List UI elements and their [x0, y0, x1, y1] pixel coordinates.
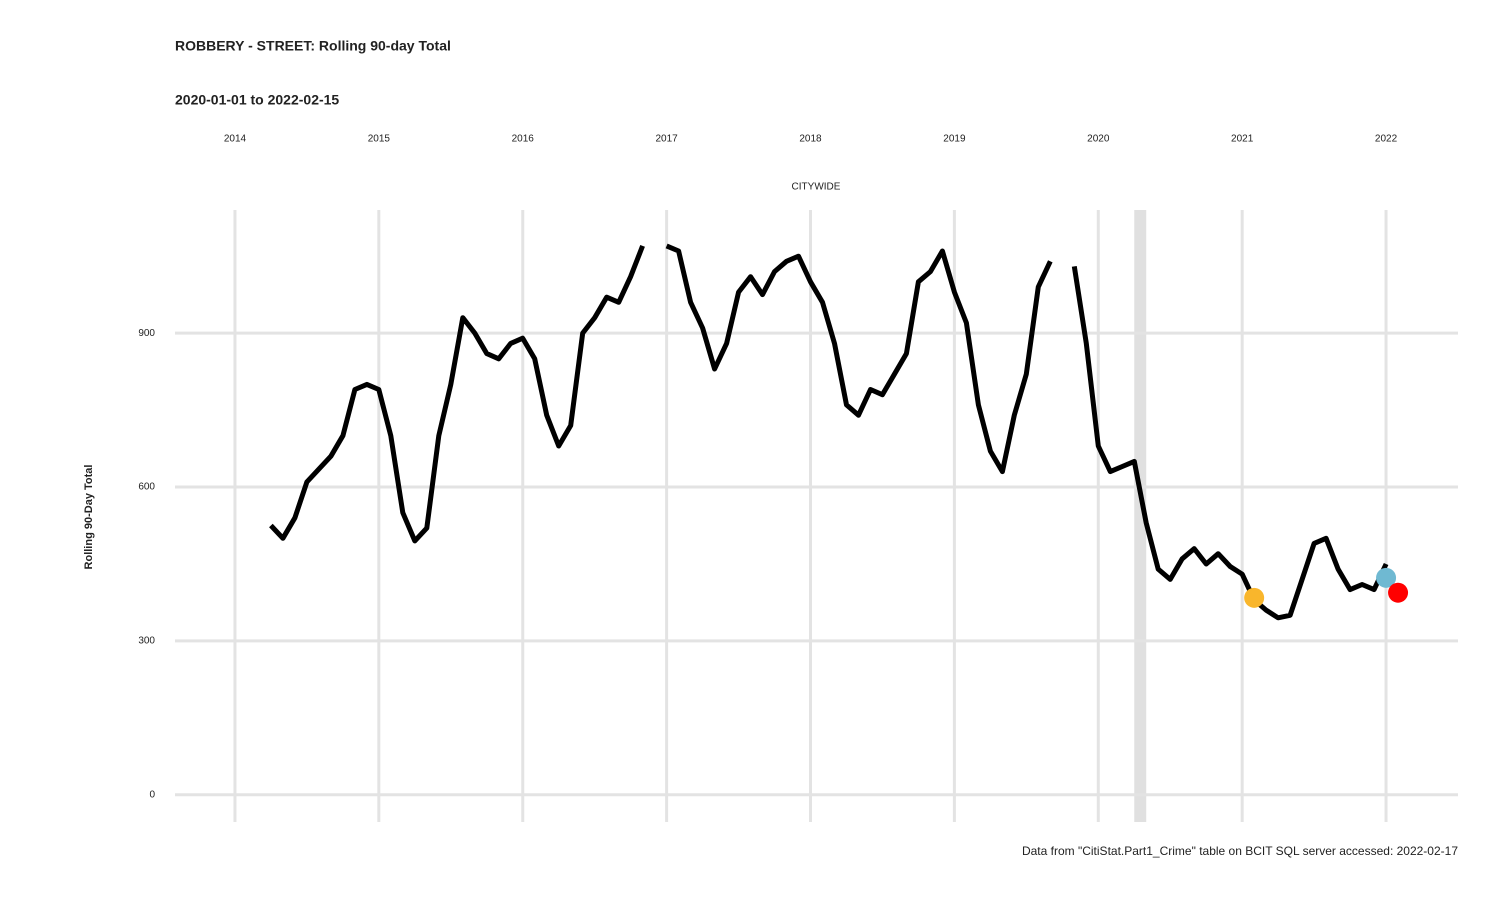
x-tick-label: 2020 [1087, 134, 1110, 145]
x-tick-label: 2019 [943, 134, 966, 145]
x-tick-label: 2014 [224, 134, 247, 145]
line [269, 243, 1389, 621]
y-tick-label: 900 [138, 328, 155, 339]
point [1376, 567, 1397, 588]
x-tick-label: 2022 [1375, 134, 1398, 145]
point [1388, 582, 1409, 603]
shaded-period [1134, 210, 1147, 822]
facet-label: CITYWIDE [792, 182, 841, 193]
chart-subtitle: 2020-01-01 to 2022-02-15 [175, 92, 339, 108]
x-tick-label: 2021 [1231, 134, 1254, 145]
y-tick-label: 600 [138, 482, 155, 493]
x-tick-label: 2018 [799, 134, 822, 145]
y-tick-label: 300 [138, 636, 155, 647]
caption: Data from "CitiStat.Part1_Crime" table o… [1022, 844, 1458, 858]
x-tick-label: 2015 [368, 134, 391, 145]
y-tick-label: 0 [149, 789, 155, 800]
chart-title: ROBBERY - STREET: Rolling 90-day Total [175, 38, 451, 54]
y-axis-label: Rolling 90-Day Total [83, 465, 95, 570]
point [1244, 587, 1265, 608]
x-tick-label: 2017 [655, 134, 678, 145]
x-tick-label: 2016 [512, 134, 535, 145]
